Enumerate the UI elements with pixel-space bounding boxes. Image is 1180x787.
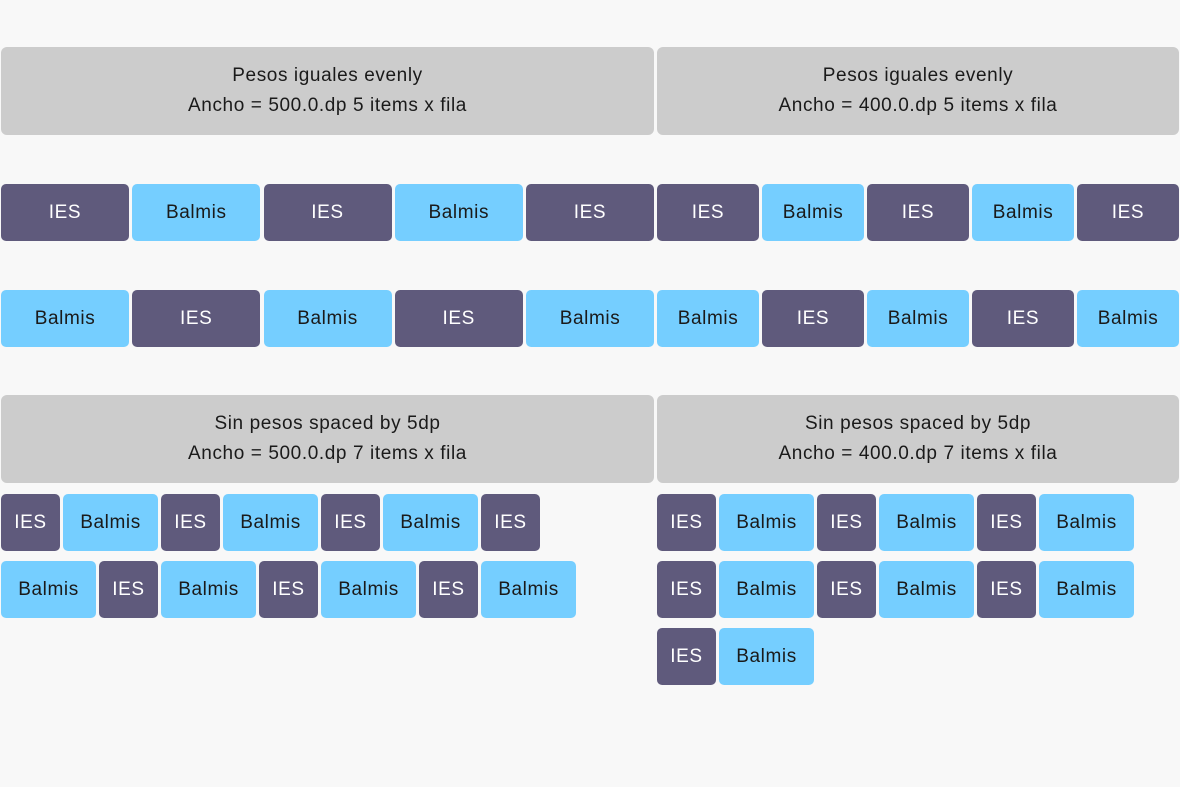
- chip-row: IES Balmis IES Balmis IES: [1, 184, 654, 241]
- chip-ies: IES: [657, 628, 716, 685]
- section-title: Pesos iguales evenly: [822, 65, 1014, 86]
- chip-balmis: Balmis: [1, 561, 96, 618]
- section-header-evenly-500: Pesos iguales evenly Ancho = 500.0.dp 5 …: [1, 47, 654, 135]
- section-header-spaced-400: Sin pesos spaced by 5dp Ancho = 400.0.dp…: [657, 395, 1179, 483]
- chip-balmis: Balmis: [657, 290, 759, 347]
- chip-ies: IES: [419, 561, 478, 618]
- chip-ies: IES: [657, 494, 716, 551]
- chip-ies: IES: [1, 184, 129, 241]
- chip-balmis: Balmis: [867, 290, 969, 347]
- chip-ies: IES: [259, 561, 318, 618]
- chip-ies: IES: [263, 184, 392, 241]
- chip-ies: IES: [817, 561, 876, 618]
- chip-ies: IES: [321, 494, 380, 551]
- section-subtitle: Ancho = 500.0.dp 5 items x fila: [188, 95, 467, 116]
- chip-row: Balmis IES Balmis IES Balmis IES Balmis: [1, 561, 576, 618]
- chip-balmis: Balmis: [1039, 561, 1134, 618]
- chip-balmis: Balmis: [1077, 290, 1179, 347]
- chip-balmis: Balmis: [394, 184, 523, 241]
- chip-balmis: Balmis: [1039, 494, 1134, 551]
- chip-row: Balmis IES Balmis IES Balmis: [1, 290, 654, 347]
- chip-balmis: Balmis: [1, 290, 129, 347]
- chip-ies: IES: [867, 184, 969, 241]
- chip-ies: IES: [1, 494, 60, 551]
- chip-row: IES Balmis: [657, 628, 814, 685]
- chip-balmis: Balmis: [719, 494, 814, 551]
- chip-ies: IES: [977, 561, 1036, 618]
- chip-balmis: Balmis: [132, 184, 261, 241]
- chip-ies: IES: [817, 494, 876, 551]
- chip-ies: IES: [394, 290, 523, 347]
- chip-ies: IES: [977, 494, 1036, 551]
- chip-balmis: Balmis: [719, 628, 814, 685]
- section-subtitle: Ancho = 400.0.dp 7 items x fila: [778, 443, 1058, 464]
- section-subtitle: Ancho = 400.0.dp 5 items x fila: [778, 95, 1058, 116]
- chip-ies: IES: [99, 561, 158, 618]
- chip-balmis: Balmis: [526, 290, 654, 347]
- chip-balmis: Balmis: [879, 494, 974, 551]
- chip-ies: IES: [762, 290, 864, 347]
- chip-ies: IES: [526, 184, 654, 241]
- section-header-spaced-500: Sin pesos spaced by 5dp Ancho = 500.0.dp…: [1, 395, 654, 483]
- chip-balmis: Balmis: [719, 561, 814, 618]
- chip-balmis: Balmis: [481, 561, 576, 618]
- section-title: Pesos iguales evenly: [232, 65, 423, 86]
- chip-ies: IES: [657, 184, 759, 241]
- chip-ies: IES: [481, 494, 540, 551]
- chip-balmis: Balmis: [972, 184, 1074, 241]
- section-subtitle: Ancho = 500.0.dp 7 items x fila: [188, 443, 467, 464]
- chip-balmis: Balmis: [63, 494, 158, 551]
- chip-balmis: Balmis: [879, 561, 974, 618]
- section-title: Sin pesos spaced by 5dp: [214, 413, 441, 434]
- chip-balmis: Balmis: [263, 290, 392, 347]
- chip-row: Balmis IES Balmis IES Balmis: [657, 290, 1179, 347]
- chip-balmis: Balmis: [383, 494, 478, 551]
- chip-balmis: Balmis: [762, 184, 864, 241]
- section-header-evenly-400: Pesos iguales evenly Ancho = 400.0.dp 5 …: [657, 47, 1179, 135]
- chip-row: IES Balmis IES Balmis IES Balmis: [657, 561, 1134, 618]
- chip-ies: IES: [161, 494, 220, 551]
- section-title: Sin pesos spaced by 5dp: [804, 413, 1032, 434]
- chip-balmis: Balmis: [223, 494, 318, 551]
- chip-ies: IES: [1077, 184, 1179, 241]
- chip-ies: IES: [657, 561, 716, 618]
- chip-ies: IES: [132, 290, 261, 347]
- chip-ies: IES: [972, 290, 1074, 347]
- chip-row: IES Balmis IES Balmis IES Balmis: [657, 494, 1134, 551]
- chip-row: IES Balmis IES Balmis IES: [657, 184, 1179, 241]
- chip-balmis: Balmis: [161, 561, 256, 618]
- chip-row: IES Balmis IES Balmis IES Balmis IES: [1, 494, 540, 551]
- chip-balmis: Balmis: [321, 561, 416, 618]
